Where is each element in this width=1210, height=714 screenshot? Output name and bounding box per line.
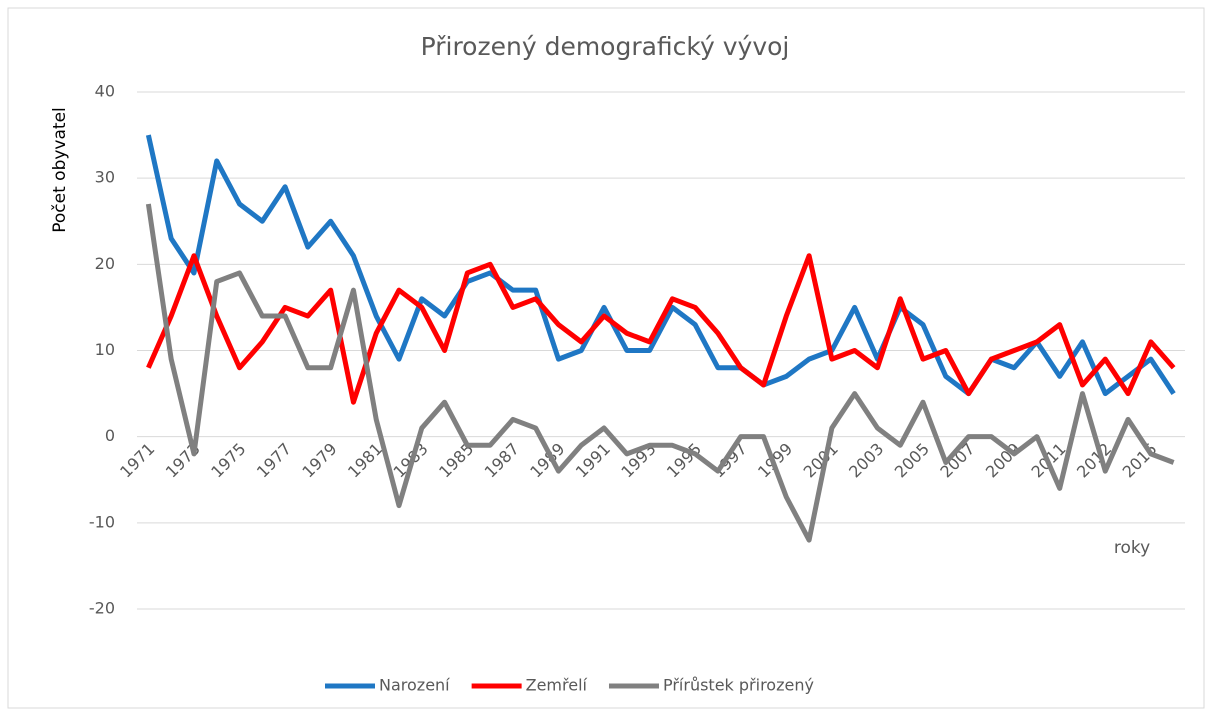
y-tick-label: 40 (95, 82, 115, 101)
series-line (145, 134, 1176, 397)
y-tick-label: -20 (89, 599, 115, 618)
series-line (146, 253, 1176, 405)
y-axis-title: Počet obyvatel (50, 107, 70, 233)
y-tick-label: -10 (89, 512, 115, 531)
legend-label: Narození (379, 676, 450, 695)
chart-title: Přirozený demografický vývoj (421, 32, 790, 61)
y-tick-label: 10 (95, 340, 115, 359)
y-tick-label: 30 (95, 168, 115, 187)
y-tick-label: 0 (105, 426, 115, 445)
legend-label: Zemřelí (526, 676, 588, 695)
legend-label: Přírůstek přirozený (663, 676, 814, 695)
x-axis-title: roky (1114, 538, 1150, 558)
series-line (145, 203, 1175, 543)
y-tick-label: 20 (95, 254, 115, 273)
